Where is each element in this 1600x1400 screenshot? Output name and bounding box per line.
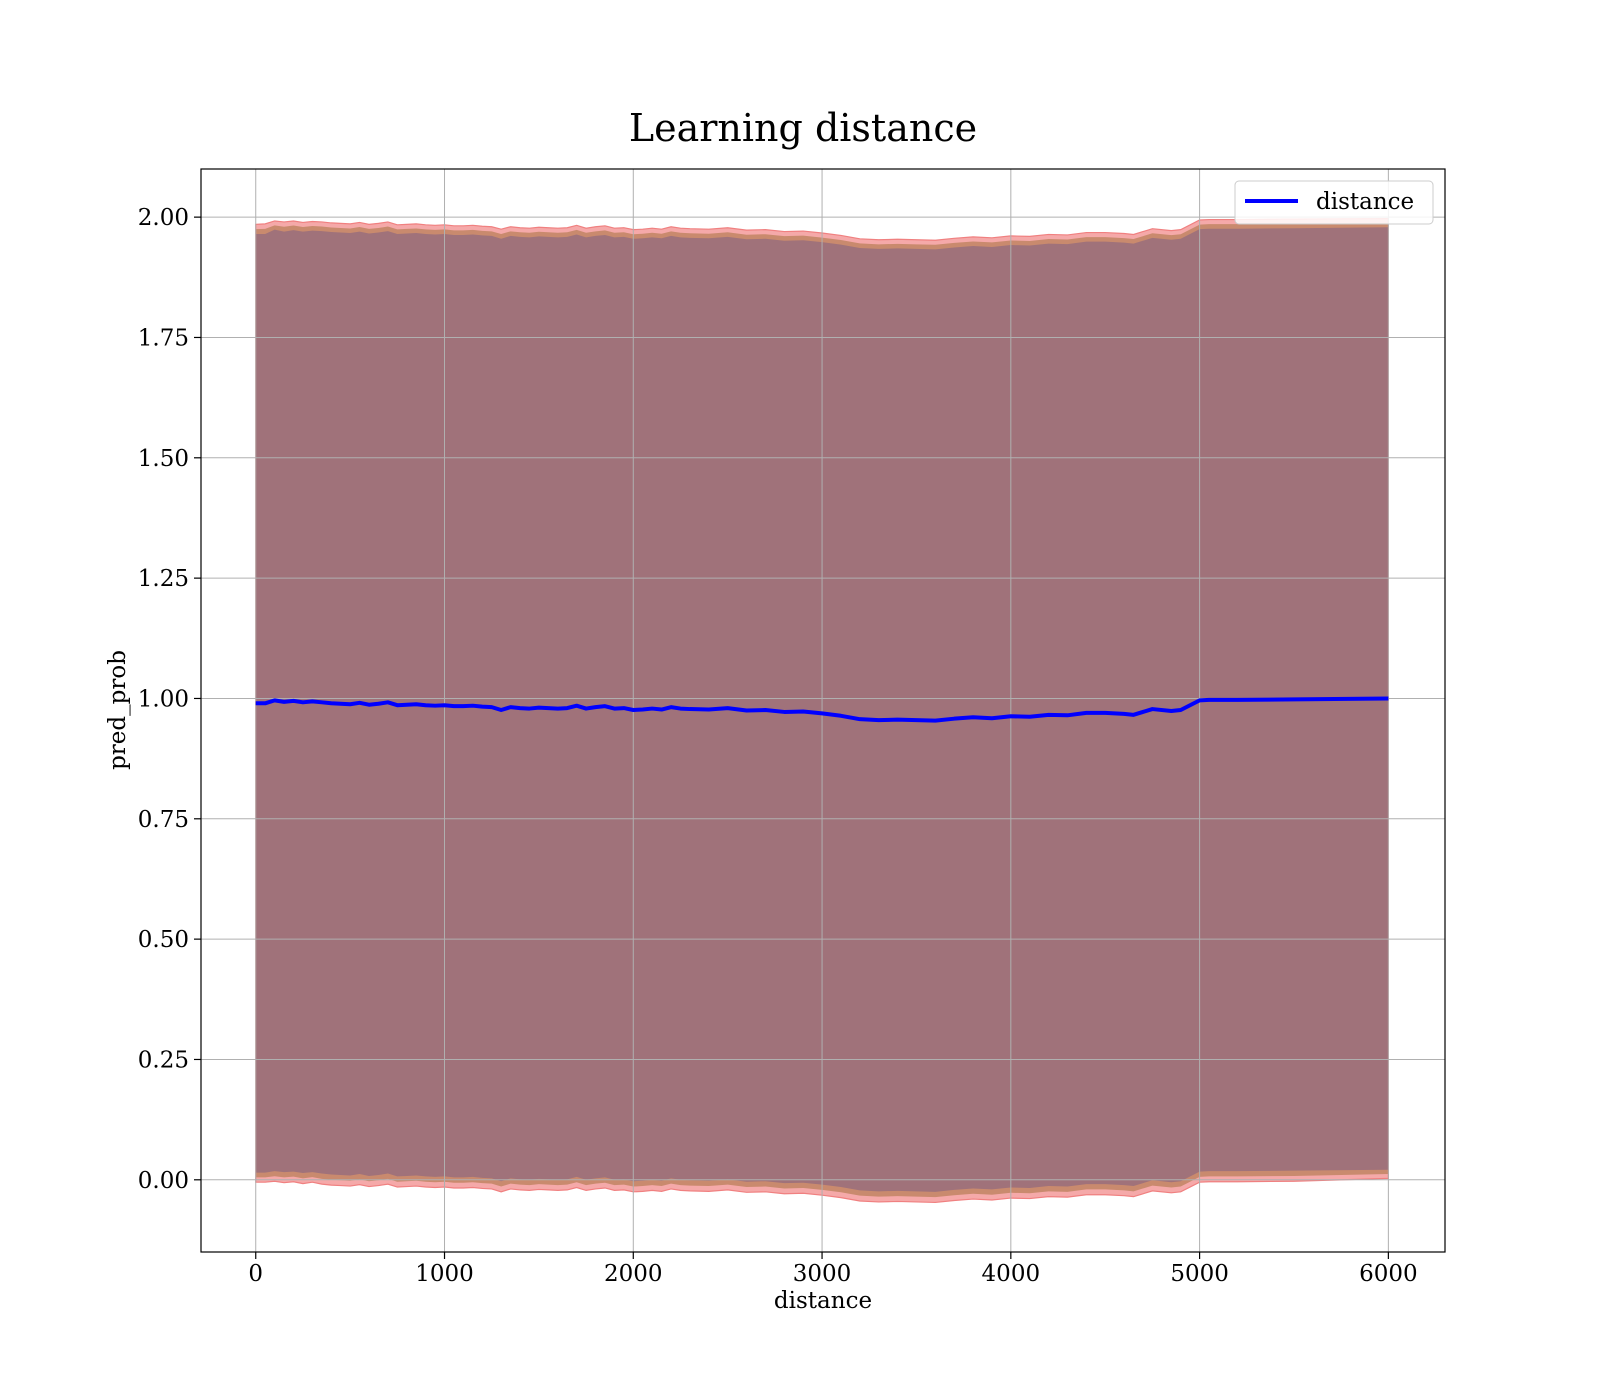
y-tick-label: 1.00 [138,686,189,712]
x-tick-label: 1000 [415,1261,474,1287]
y-tick-label: 1.75 [138,325,189,351]
legend: distance [1234,180,1434,225]
x-tick-label: 4000 [982,1261,1041,1287]
y-tick-label: 0.75 [138,807,189,833]
x-tick-label: 3000 [793,1261,852,1287]
plot-frame [200,168,1446,1253]
x-axis-ticks: 0 1000 2000 3000 4000 5000 6000 [248,1252,1418,1287]
x-axis-label: distance [774,1288,872,1314]
series-lines [255,696,1389,723]
x-tick-label: 5000 [1170,1261,1229,1287]
y-axis-ticks: 0.00 0.25 0.50 0.75 1.00 1.25 1.50 1.75 2.00 [138,205,201,1194]
x-tick-label: 0 [248,1261,263,1287]
y-tick-label: 2.00 [138,205,189,231]
distance-series-line [255,696,1389,723]
y-tick-label: 1.25 [138,566,189,592]
chart-title: Learning distance [629,106,977,150]
y-tick-label: 0.00 [138,1168,189,1194]
legend-box [1234,180,1434,225]
x-tick-label: 2000 [604,1261,663,1287]
grid [201,169,1445,1252]
y-axis-label: pred_prob [105,650,131,770]
y-tick-label: 0.50 [138,927,189,953]
y-tick-label: 1.50 [138,446,189,472]
y-tick-label: 0.25 [138,1047,189,1073]
x-tick-label: 6000 [1359,1261,1418,1287]
legend-label: distance [1316,189,1414,215]
